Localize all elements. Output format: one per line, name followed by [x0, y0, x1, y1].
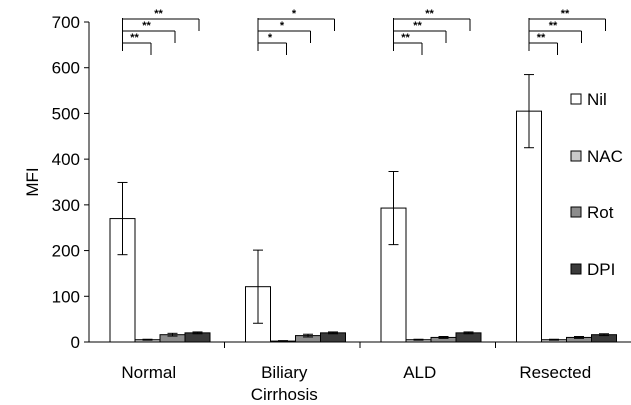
legend-label: NAC [587, 147, 623, 166]
legend-swatch-nil [570, 93, 582, 105]
sig-label: ** [561, 8, 570, 20]
legend-swatch-nac [570, 150, 582, 162]
sig-label: * [268, 32, 273, 44]
bar-nil [516, 110, 542, 343]
sig-label: ** [142, 20, 151, 32]
category-labels: Normal Biliary Cirrhosis ALD Resected [121, 363, 591, 404]
legend-label: Rot [587, 203, 614, 222]
bars [109, 74, 617, 343]
category-label: Resected [519, 363, 591, 382]
y-tick-label: 400 [52, 150, 80, 169]
sig-label: ** [425, 8, 434, 20]
y-ticks: 0 100 200 300 400 500 600 700 [52, 13, 89, 352]
sig-label: ** [154, 8, 163, 20]
legend-swatch-rot [570, 206, 582, 218]
sig-label: * [280, 20, 285, 32]
sig-label: ** [130, 32, 139, 44]
legend-swatch-dpi [570, 263, 582, 275]
sig-label: ** [413, 20, 422, 32]
sig-label: ** [549, 20, 558, 32]
category-label: Cirrhosis [251, 385, 318, 404]
y-tick-label: 600 [52, 59, 80, 78]
sig-label: ** [537, 32, 546, 44]
legend-label: DPI [587, 260, 615, 279]
sig-label: ** [401, 32, 410, 44]
y-tick-label: 500 [52, 104, 80, 123]
category-label: ALD [403, 363, 436, 382]
y-tick-label: 100 [52, 287, 80, 306]
category-label: Biliary [261, 363, 308, 382]
legend-label: Nil [587, 90, 607, 109]
significance-brackets: ********************* [122, 8, 606, 55]
axes [88, 22, 631, 348]
y-tick-label: 0 [71, 333, 80, 352]
y-axis-title: MFI [23, 167, 42, 196]
y-tick-label: 300 [52, 196, 80, 215]
category-label: Normal [121, 363, 176, 382]
sig-label: * [292, 8, 297, 20]
y-tick-label: 700 [52, 13, 80, 32]
legend: Nil NAC Rot DPI [570, 90, 623, 279]
y-tick-label: 200 [52, 242, 80, 261]
